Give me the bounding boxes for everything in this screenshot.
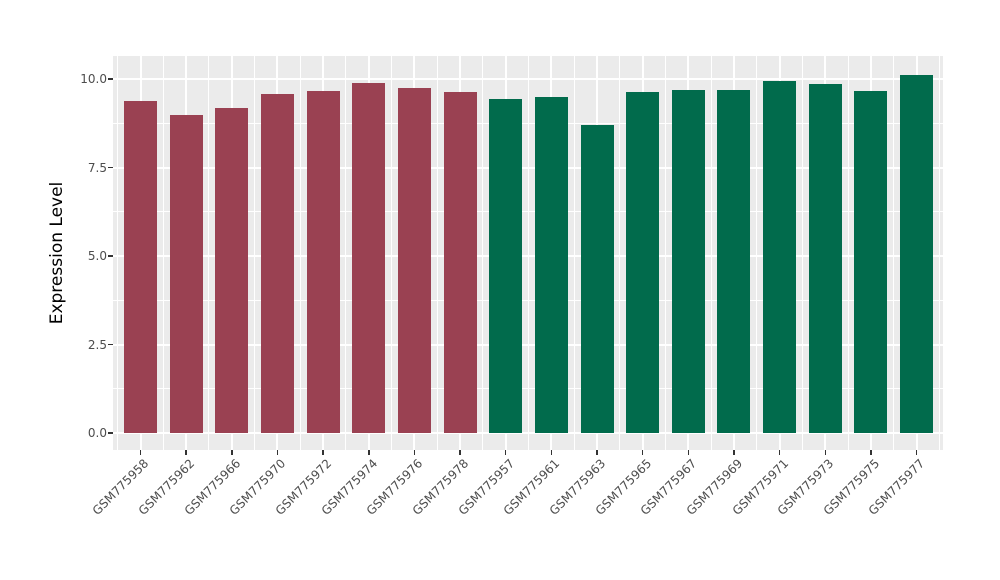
x-axis-tick — [824, 450, 826, 455]
x-axis-tick — [550, 450, 553, 455]
major-gridline-h — [113, 343, 943, 346]
bar-GSM775962 — [169, 115, 203, 433]
bar-GSM775971 — [763, 80, 797, 433]
x-axis-tick — [778, 450, 781, 455]
y-tick-label: 0.0 — [87, 426, 107, 440]
y-tick-label: 2.5 — [87, 337, 107, 352]
x-axis-tick — [139, 450, 142, 455]
minor-gridline-v — [619, 56, 621, 450]
x-axis-tick — [459, 450, 461, 455]
bar-GSM775967 — [671, 89, 705, 433]
minor-gridline-v — [345, 56, 347, 450]
bar-GSM775965 — [626, 92, 660, 433]
y-axis-tick — [108, 432, 113, 434]
x-axis-tick — [915, 450, 918, 455]
minor-gridline-v — [528, 56, 530, 450]
y-tick-label: 5.0 — [87, 249, 107, 263]
minor-gridline-v — [573, 56, 575, 450]
minor-gridline-v — [254, 56, 256, 450]
bar-GSM775970 — [260, 93, 294, 433]
bar-GSM775966 — [215, 108, 249, 433]
bar-GSM775957 — [489, 99, 523, 433]
minor-gridline-v — [208, 56, 210, 450]
x-axis-tick — [870, 450, 872, 455]
x-axis-tick — [596, 450, 598, 455]
x-axis-tick — [733, 450, 735, 455]
y-axis-title: Expression Level — [47, 181, 67, 325]
x-axis-tick — [231, 450, 233, 455]
x-axis-tick — [185, 450, 187, 455]
y-tick-label: 7.5 — [87, 160, 107, 175]
minor-gridline-v — [893, 56, 895, 450]
bar-GSM775969 — [717, 89, 751, 433]
bar-GSM775975 — [854, 90, 888, 433]
minor-gridline-v — [162, 56, 164, 450]
x-axis-tick — [413, 450, 416, 455]
minor-gridline-v — [664, 56, 666, 450]
x-axis-tick — [322, 450, 324, 455]
y-axis-tick — [108, 78, 113, 80]
bar-GSM775978 — [443, 91, 477, 433]
minor-gridline-v — [938, 56, 940, 450]
bar-GSM775963 — [580, 125, 614, 433]
minor-gridline-v — [299, 56, 301, 450]
bar-GSM775976 — [397, 87, 431, 433]
minor-gridline-v — [436, 56, 438, 450]
y-tick-label: 10.0 — [80, 72, 107, 86]
minor-gridline-v — [391, 56, 393, 450]
minor-gridline-h — [113, 388, 943, 390]
plot-panel — [113, 56, 943, 450]
x-axis-tick — [276, 450, 279, 455]
x-axis-tick — [687, 450, 690, 455]
bar-GSM775973 — [808, 83, 842, 433]
x-axis-tick — [641, 450, 644, 455]
bar-GSM775958 — [124, 100, 157, 433]
y-axis-tick — [108, 343, 113, 345]
minor-gridline-v — [482, 56, 484, 450]
minor-gridline-h — [113, 211, 943, 213]
major-gridline-h — [113, 78, 943, 80]
minor-gridline-h — [113, 122, 943, 124]
minor-gridline-v — [710, 56, 712, 450]
y-axis-tick — [108, 166, 113, 168]
minor-gridline-h — [113, 299, 943, 301]
x-axis-tick — [504, 450, 507, 455]
bar-GSM775974 — [352, 82, 386, 433]
x-axis-tick — [368, 450, 370, 455]
y-axis-tick — [108, 255, 113, 257]
minor-gridline-v — [756, 56, 758, 450]
bar-GSM775972 — [306, 90, 340, 433]
major-gridline-h — [113, 255, 943, 257]
minor-gridline-v — [117, 56, 119, 450]
bar-GSM775977 — [900, 74, 934, 433]
major-gridline-h — [113, 432, 943, 434]
major-gridline-h — [113, 166, 943, 169]
minor-gridline-v — [801, 56, 803, 450]
minor-gridline-v — [847, 56, 849, 450]
bar-GSM775961 — [534, 96, 568, 433]
